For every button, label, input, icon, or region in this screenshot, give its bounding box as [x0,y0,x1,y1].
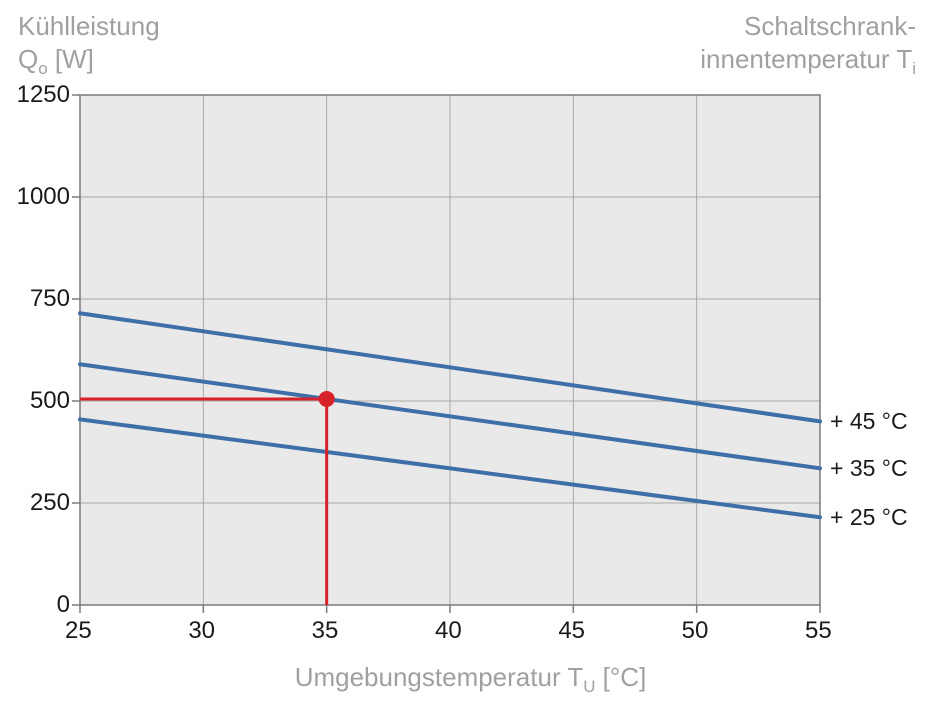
y-tick-label: 0 [10,591,70,619]
x-title-post: [°C] [595,662,646,692]
y-title-symbol: Q [18,44,38,74]
series-label: + 35 °C [830,455,908,482]
plot-svg [80,95,820,605]
series-title-subscript: i [912,59,916,78]
x-tick-label: 50 [682,617,709,645]
y-axis-title: Kühlleistung Qo [W] [18,10,160,79]
series-title: Schaltschrank- innentemperatur Ti [700,10,916,79]
cooling-capacity-chart: Kühlleistung Qo [W] Schaltschrank- innen… [0,0,941,711]
series-label: + 45 °C [830,408,908,435]
y-title-line1: Kühlleistung [18,11,160,41]
x-tick-label: 25 [65,617,92,645]
y-tick-label: 1000 [10,183,70,211]
series-title-line2: innentemperatur T [700,44,912,74]
x-tick-label: 55 [805,617,832,645]
y-tick-label: 250 [10,489,70,517]
y-title-subscript: o [38,59,47,78]
x-tick-label: 35 [312,617,339,645]
series-label: + 25 °C [830,504,908,531]
x-tick-label: 45 [558,617,585,645]
x-tick-label: 40 [435,617,462,645]
y-tick-label: 500 [10,387,70,415]
series-title-line1: Schaltschrank- [744,11,916,41]
x-title-subscript: U [583,677,595,696]
x-tick-label: 30 [188,617,215,645]
y-title-unit: [W] [48,44,94,74]
y-tick-label: 750 [10,285,70,313]
plot-area [80,95,820,605]
y-tick-label: 1250 [10,81,70,109]
x-axis-title: Umgebungstemperatur TU [°C] [0,662,941,697]
x-title-pre: Umgebungstemperatur T [295,662,584,692]
